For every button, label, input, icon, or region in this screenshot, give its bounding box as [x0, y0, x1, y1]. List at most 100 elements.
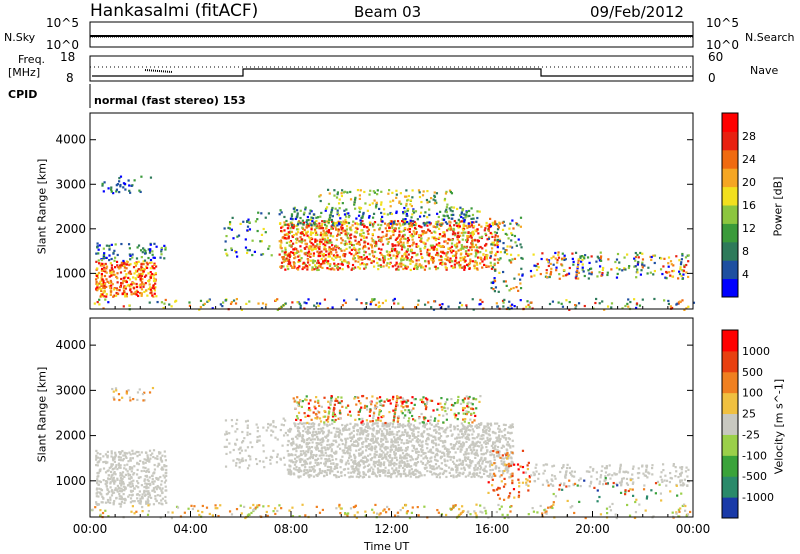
scatter-cell	[313, 222, 316, 226]
scatter-cell	[636, 271, 639, 274]
scatter-cell	[126, 260, 129, 264]
scatter-cell	[638, 304, 642, 307]
scatter-cell	[566, 273, 569, 276]
scatter-cell	[138, 494, 141, 497]
scatter-cell	[370, 237, 374, 240]
scatter-cell	[503, 429, 506, 432]
scatter-cell	[337, 230, 340, 233]
scatter-cell	[148, 476, 151, 479]
scatter-cell	[466, 437, 469, 441]
scatter-cell	[125, 452, 129, 455]
scatter-cell	[282, 255, 285, 259]
scatter-cell	[110, 494, 114, 497]
scatter-cell	[424, 455, 428, 458]
scatter-cell	[406, 241, 409, 244]
scatter-cell	[464, 436, 467, 440]
scatter-cell	[424, 222, 427, 225]
scatter-cell	[405, 255, 408, 258]
scatter-cell	[125, 292, 128, 296]
scatter-cell	[371, 254, 375, 257]
scatter-cell	[355, 429, 359, 432]
scatter-cell	[274, 436, 277, 439]
scatter-cell	[476, 466, 479, 470]
scatter-cell	[347, 471, 350, 474]
scatter-cell	[389, 464, 392, 467]
scatter-cell	[296, 455, 299, 459]
scatter-cell	[115, 190, 118, 193]
scatter-cell	[419, 448, 423, 451]
scatter-cell	[615, 276, 619, 279]
scatter-cell	[362, 462, 365, 465]
scatter-cell	[488, 439, 492, 442]
scatter-cell	[333, 467, 336, 470]
scatter-cell	[428, 427, 431, 430]
scatter-cell	[385, 229, 389, 233]
scatter-cell	[371, 447, 374, 450]
scatter-cell	[680, 274, 683, 278]
scatter-cell	[404, 430, 407, 433]
scatter-cell	[411, 238, 414, 241]
scatter-cell	[366, 437, 369, 440]
scatter-cell	[363, 244, 367, 247]
scatter-cell	[681, 254, 684, 257]
scatter-cell	[276, 455, 279, 458]
scatter-cell	[308, 212, 311, 215]
scatter-cell	[463, 427, 466, 430]
scatter-cell	[279, 265, 282, 268]
scatter-cell	[98, 262, 101, 265]
scatter-cell	[507, 237, 510, 240]
scatter-cell	[119, 471, 122, 475]
scatter-cell	[403, 462, 406, 465]
scatter-cell	[457, 261, 460, 264]
scatter-cell	[319, 199, 322, 203]
scatter-cell	[225, 234, 228, 238]
scatter-cell	[295, 459, 298, 463]
scatter-cell	[140, 288, 144, 291]
scatter-cell	[355, 242, 358, 245]
scatter-cell	[340, 474, 343, 477]
scatter-cell	[296, 249, 299, 253]
scatter-cell	[502, 280, 506, 283]
scatter-cell	[433, 237, 436, 240]
scatter-cell	[235, 461, 238, 465]
scatter-cell	[477, 475, 480, 478]
scatter-cell	[391, 430, 394, 433]
scatter-cell	[304, 264, 307, 267]
scatter-cell	[380, 203, 383, 206]
scatter-cell	[429, 450, 432, 453]
scatter-cell	[122, 287, 125, 290]
scatter-cell	[364, 263, 368, 266]
scatter-cell	[577, 271, 581, 274]
scatter-cell	[402, 457, 406, 460]
scatter-cell	[115, 496, 118, 500]
scatter-cell	[487, 227, 490, 230]
scatter-cell	[95, 449, 98, 453]
scatter-cell	[345, 461, 348, 464]
scatter-cell	[426, 447, 429, 450]
scatter-cell	[469, 424, 472, 427]
scatter-cell	[384, 434, 387, 438]
scatter-cell	[358, 437, 361, 440]
scatter-cell	[359, 431, 362, 435]
scatter-cell	[313, 268, 316, 271]
scatter-cell	[473, 472, 476, 475]
scatter-cell	[587, 269, 590, 272]
scatter-cell	[498, 258, 501, 262]
scatter-cell	[462, 234, 465, 237]
scatter-cell	[415, 462, 418, 465]
scatter-cell	[399, 464, 402, 467]
scatter-cell	[309, 425, 312, 429]
scatter-cell	[225, 438, 229, 441]
scatter-cell	[125, 267, 128, 270]
scatter-cell	[439, 306, 443, 309]
scatter-cell	[494, 222, 497, 225]
scatter-cell	[412, 211, 416, 214]
scatter-cell	[433, 455, 437, 458]
scatter-cell	[143, 478, 146, 481]
scatter-cell	[361, 429, 364, 432]
scatter-cell	[328, 246, 331, 249]
scatter-cell	[588, 272, 591, 275]
scatter-cell	[495, 440, 498, 443]
scatter-cell	[665, 277, 668, 280]
scatter-cell	[129, 457, 132, 460]
